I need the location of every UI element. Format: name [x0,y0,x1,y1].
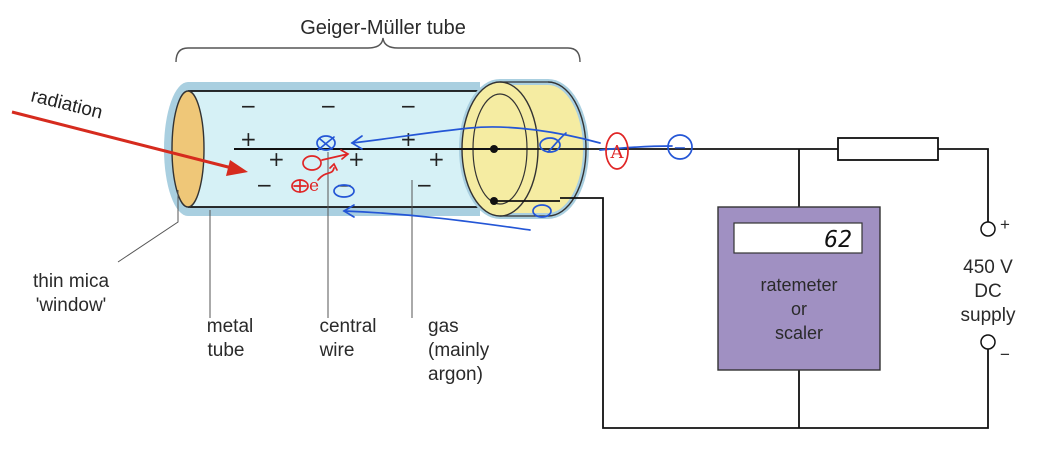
ion-sign: − [416,173,433,197]
supply-plus-terminal [980,221,996,237]
red-letter-a: A [610,142,625,163]
blue-arrow-mid [547,132,567,153]
window-label: thin mica [33,271,109,292]
red-arrow-small [321,149,350,161]
ion-sign: − [320,94,337,118]
blue-arrowhead-top [350,135,363,150]
mica-window [171,90,205,208]
red-electron-e: e [309,176,319,196]
blue-minus-sign: − [673,138,686,157]
ion-sign: + [268,147,285,171]
blue-arrowhead-bottom [342,204,355,218]
ratemeter-label: or [791,299,807,319]
ion-sign: − [240,94,257,118]
ion-sign: − [256,173,273,197]
metal-tube-label: metal [207,316,253,337]
circuit-wire-supply-minus [560,197,989,429]
gas-label: argon) [428,364,483,385]
gas-label: (mainly [428,340,490,361]
red-scribble-positive-cross [293,179,307,193]
central-wire-label: central [319,316,376,337]
supply-type: DC [974,281,1001,302]
ion-sign: + [348,147,365,171]
leader-window [117,190,179,263]
circuit-wire-supply-plus [938,148,989,222]
blue-arrow-top [351,126,601,144]
central-wire-label: wire [319,340,355,361]
metal-tube-label: tube [208,340,245,361]
tube-title: Geiger-Müller tube [300,17,466,39]
red-scribble-ion [302,155,322,171]
blue-scribble-ion [316,135,336,151]
ion-sign: + [428,147,445,171]
blue-circled-minus [667,134,693,160]
ratemeter-label: ratemeter [760,275,837,295]
blue-scribble-electron [333,184,355,198]
blue-scribble-ion-cross [317,136,335,151]
gas-label: gas [428,316,459,337]
supply-plus-sign: + [1000,215,1010,234]
supply-label: supply [961,305,1016,326]
supply-minus-sign: − [1000,345,1010,364]
blue-arrow-bottom [343,210,531,231]
handwritten-red-annotations [291,132,629,193]
resistor [837,137,939,161]
radiation-arrowhead [226,160,248,176]
ratemeter-display [733,222,863,254]
ratemeter-reading: 62 [824,227,852,253]
blue-scribble-cathode [532,204,552,218]
supply-voltage: 450 V [963,257,1013,278]
radiation-arrow-shaft [11,110,233,170]
ion-sign: + [240,127,257,151]
ratemeter-label: scaler [775,323,823,343]
blue-scribble-anode [539,137,561,153]
window-label: 'window' [36,295,107,316]
handwritten-blue-annotations [316,126,693,231]
supply-minus-terminal [980,334,996,350]
red-circle-a [605,132,629,170]
red-arrow-curl [317,162,338,181]
tube-bracket [175,37,581,63]
ion-sign: − [400,94,417,118]
ion-sign: + [400,127,417,151]
